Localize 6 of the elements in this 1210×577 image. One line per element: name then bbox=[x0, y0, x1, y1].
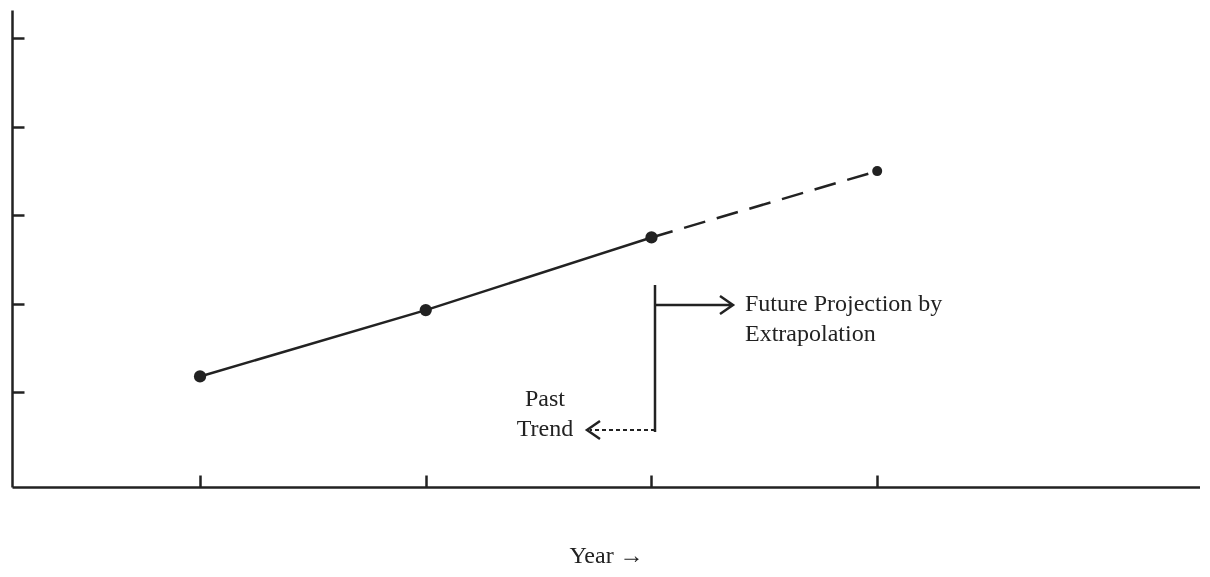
point bbox=[872, 166, 883, 177]
x-axis-title: Year → bbox=[569, 541, 644, 568]
annotation: Past Trend bbox=[515, 384, 575, 443]
point bbox=[193, 370, 207, 383]
annotation: Future Projection by Extrapolation bbox=[745, 289, 944, 348]
point bbox=[419, 303, 432, 317]
